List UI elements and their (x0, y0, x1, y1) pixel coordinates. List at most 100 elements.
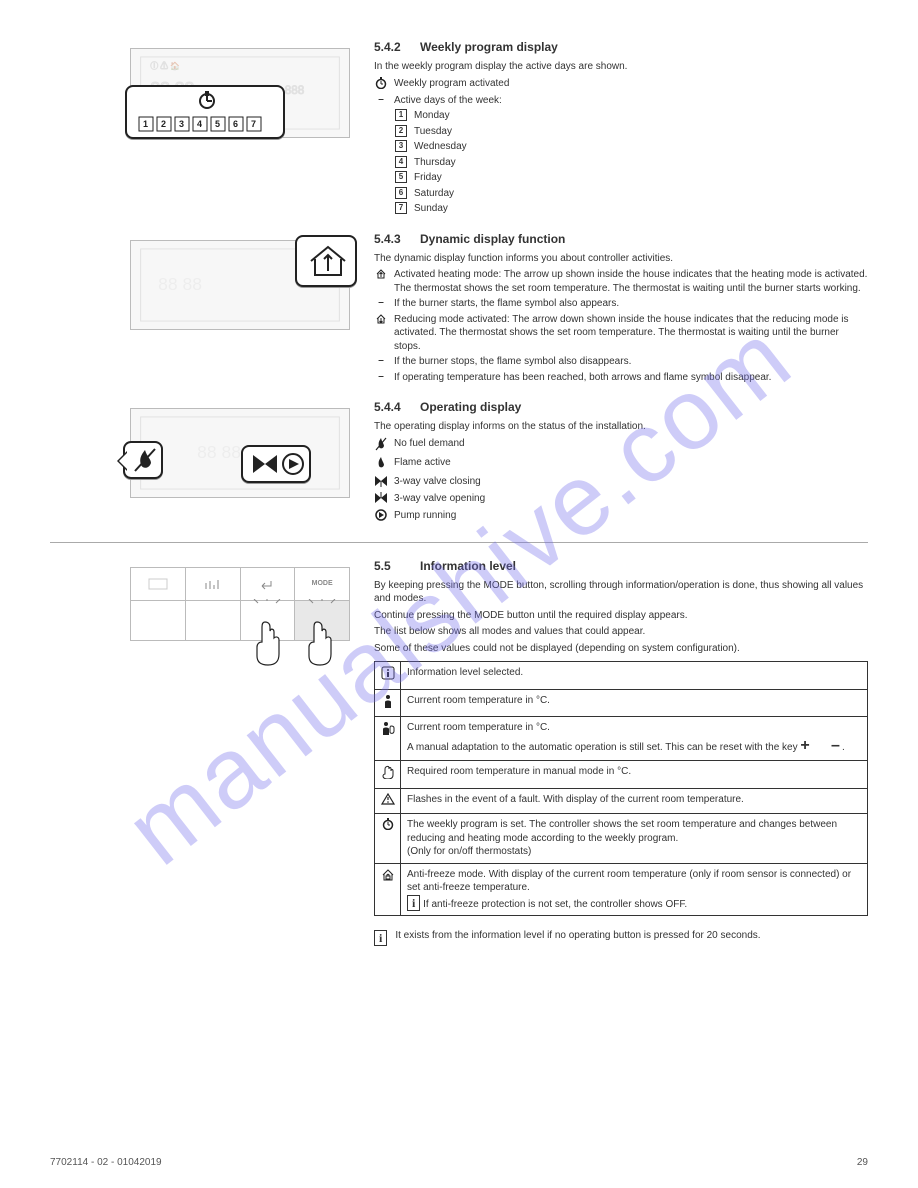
info-row-5: The weekly program is set. The controlle… (401, 814, 868, 864)
dash-icon: – (374, 371, 388, 382)
key-pressed-mode (295, 601, 350, 641)
info-row-3: Required room temperature in manual mode… (401, 761, 868, 789)
svg-text:ⓘ ⚠ 🏠: ⓘ ⚠ 🏠 (150, 62, 180, 71)
flame-icon (374, 456, 388, 473)
info-box-icon: i (407, 895, 420, 911)
svg-text:3: 3 (179, 119, 184, 129)
op-item-4: Pump running (394, 509, 868, 523)
dash-icon: – (374, 355, 388, 366)
pump-icon (374, 509, 388, 524)
dyn-item-2: Reducing mode activated: The arrow down … (394, 313, 868, 354)
day-7-label: Sunday (414, 202, 868, 216)
info-row-2: Current room temperature in °C. A manual… (401, 717, 868, 761)
valve-closing-icon (374, 475, 388, 490)
svg-text:4: 4 (197, 119, 202, 129)
op-item-0: No fuel demand (394, 437, 868, 451)
weekly-program-intro: In the weekly program display the active… (374, 60, 868, 74)
svg-text:2: 2 (161, 119, 166, 129)
heading-operating-display: 5.4.4Operating display (374, 400, 868, 414)
house-up-icon (374, 268, 388, 283)
day-1-box: 1 (395, 109, 407, 121)
key-mode: MODE (295, 567, 350, 601)
day-5-box: 5 (395, 171, 407, 183)
timer-icon (374, 77, 388, 92)
dyn-item-1: If the burner starts, the flame symbol a… (394, 297, 868, 311)
callout-flame-slash (123, 441, 163, 479)
info-icon (375, 662, 401, 690)
callout-house-arrow (295, 235, 357, 287)
lcd-dynamic-display: 88 88 (130, 240, 350, 330)
timer-icon-2 (375, 814, 401, 864)
svg-text:888: 888 (285, 84, 305, 97)
info-intro-2: The list below shows all modes and value… (374, 625, 868, 639)
op-item-2: 3-way valve closing (394, 475, 868, 489)
op-item-1: Flame active (394, 456, 868, 470)
lcd-operating-display: 88 88 (130, 408, 350, 498)
hand-icon (375, 761, 401, 789)
info-note: It exists from the information level if … (395, 930, 760, 941)
svg-text:7: 7 (251, 119, 256, 129)
footer-page: 29 (857, 1157, 868, 1168)
day-3-label: Wednesday (414, 140, 868, 154)
day-2-box: 2 (395, 125, 407, 137)
dyn-item-3: If the burner stops, the flame symbol al… (394, 355, 868, 369)
callout-timer-days: 1 2 3 4 5 6 7 (125, 85, 285, 139)
heading-info-level: 5.5Information level (374, 559, 868, 573)
info-row-0: Information level selected. (401, 662, 868, 690)
dyn-item-4: If operating temperature has been reache… (394, 371, 868, 385)
person-hand-icon (375, 717, 401, 761)
key-blank-3 (186, 601, 241, 641)
dyn-item-0: Activated heating mode: The arrow up sho… (394, 268, 868, 295)
info-row-6: Anti-freeze mode. With display of the cu… (401, 863, 868, 916)
days-list: 1 Monday 2 Tuesday 3 Wednesday 4 Thursday 5F… (374, 109, 868, 216)
day-4-label: Thursday (414, 156, 868, 170)
house-down-icon (374, 313, 388, 328)
footer-code: 7702114 - 02 - 01042019 (50, 1157, 162, 1168)
operating-intro: The operating display informs on the sta… (374, 420, 868, 434)
info-intro-1: Continue pressing the MODE button until … (374, 609, 868, 623)
day-5-label: Friday (414, 171, 868, 185)
day-6-box: 6 (395, 187, 407, 199)
valve-opening-icon (374, 492, 388, 507)
key-return (241, 567, 296, 601)
day-6-label: Saturday (414, 187, 868, 201)
warning-icon (375, 788, 401, 814)
heading-weekly-program: 5.4.2Weekly program display (374, 40, 868, 54)
day-4-box: 4 (395, 156, 407, 168)
key-blank-1 (130, 567, 186, 601)
lcd-weekly-program: ⓘ ⚠ 🏠 88 88 888 (130, 48, 350, 138)
key-blank-2 (130, 601, 186, 641)
day-2-label: Tuesday (414, 125, 868, 139)
info-intro-3: Some of these values could not be displa… (374, 642, 868, 656)
flame-slash-icon (374, 437, 388, 454)
key-bars (186, 567, 241, 601)
dash-icon: – (374, 94, 388, 105)
day-3-box: 3 (395, 140, 407, 152)
weekly-line-0: Weekly program activated (394, 77, 868, 91)
op-item-3: 3-way valve opening (394, 492, 868, 506)
heading-dynamic-display: 5.4.3Dynamic display function (374, 232, 868, 246)
dash-icon: – (374, 297, 388, 308)
keypad-illustration: MODE (130, 567, 350, 641)
svg-text:1: 1 (143, 119, 148, 129)
weekly-line-1: Active days of the week: (394, 94, 868, 108)
plus-minus-keys: + – (800, 737, 842, 754)
day-7-box: 7 (395, 202, 407, 214)
section-divider (50, 542, 868, 543)
info-table: Information level selected. Current room… (374, 661, 868, 916)
svg-text:88 88: 88 88 (158, 273, 202, 293)
house-lock-icon (375, 863, 401, 916)
page-footer: 7702114 - 02 - 01042019 29 (50, 1157, 868, 1168)
svg-text:5: 5 (215, 119, 220, 129)
day-1-label: Monday (414, 109, 868, 123)
dynamic-intro: The dynamic display function informs you… (374, 252, 868, 266)
key-pressed-return (241, 601, 296, 641)
info-row-1: Current room temperature in °C. (401, 689, 868, 717)
manual-page: ⓘ ⚠ 🏠 88 88 888 (0, 0, 918, 980)
callout-valve-pump (241, 445, 311, 483)
person-icon (375, 689, 401, 717)
info-row-4: Flashes in the event of a fault. With di… (401, 788, 868, 814)
info-intro-0: By keeping pressing the MODE button, scr… (374, 579, 868, 606)
svg-text:6: 6 (233, 119, 238, 129)
note-info-icon: i (374, 930, 387, 946)
